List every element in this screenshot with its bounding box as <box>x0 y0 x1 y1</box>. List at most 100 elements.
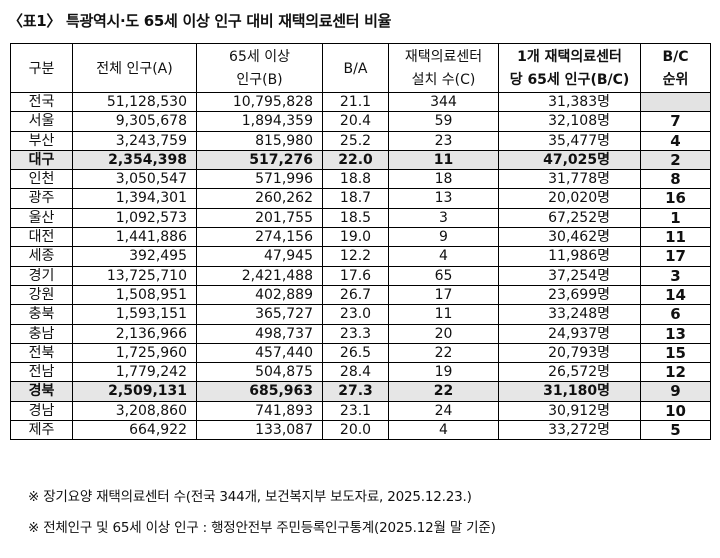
table-row: 대전 1,441,886 274,156 19.0 9 30,462명 11 <box>10 227 711 248</box>
cell-rank: 13 <box>640 323 711 344</box>
cell-ratio: 12.2 <box>322 246 389 267</box>
cell-total-pop: 3,050,547 <box>72 169 197 190</box>
table-header: 구분 전체 인구(A) 65세 이상 B/A 재택의료센터 1개 재택의료센터 … <box>10 43 711 93</box>
elderly-home-care-table: 구분 전체 인구(A) 65세 이상 B/A 재택의료센터 1개 재택의료센터 … <box>10 43 711 441</box>
cell-rank: 12 <box>640 362 711 383</box>
cell-centers: 11 <box>388 304 499 325</box>
table-row: 울산 1,092,573 201,755 18.5 3 67,252명 1 <box>10 207 711 229</box>
header-rank-line1: B/C <box>640 43 711 68</box>
table-title: 〈표1〉 특광역시·도 65세 이상 인구 대비 재택의료센터 비율 <box>8 12 392 30</box>
table-row: 전북 1,725,960 457,440 26.5 22 20,793명 15 <box>10 342 711 364</box>
table-row: 전남 1,779,242 504,875 28.4 19 26,572명 12 <box>10 362 711 383</box>
cell-per-center: 30,912명 <box>498 400 641 422</box>
cell-rank: 5 <box>640 420 711 441</box>
cell-centers: 20 <box>388 323 499 344</box>
cell-ratio: 18.7 <box>322 188 389 209</box>
cell-region: 세종 <box>10 246 73 267</box>
cell-elderly-pop: 365,727 <box>196 304 323 325</box>
cell-region: 광주 <box>10 188 73 209</box>
cell-total-pop: 2,509,131 <box>72 381 197 402</box>
cell-per-center: 31,778명 <box>498 169 641 190</box>
cell-region: 제주 <box>10 420 73 441</box>
cell-total-pop: 13,725,710 <box>72 265 197 286</box>
cell-region: 전국 <box>10 91 73 113</box>
cell-total-pop: 1,441,886 <box>72 227 197 248</box>
cell-rank: 10 <box>640 400 711 422</box>
header-ratio: B/A <box>322 43 389 93</box>
cell-elderly-pop: 1,894,359 <box>196 111 323 132</box>
table-body: 전국 51,128,530 10,795,828 21.1 344 31,383명 서울 9,… <box>10 91 711 441</box>
cell-centers: 22 <box>388 342 499 364</box>
cell-rank: 7 <box>640 111 711 132</box>
cell-per-center: 67,252명 <box>498 207 641 229</box>
cell-total-pop: 392,495 <box>72 246 197 267</box>
table-row: 부산 3,243,759 815,980 25.2 23 35,477명 4 <box>10 130 711 151</box>
table-row: 서울 9,305,678 1,894,359 20.4 59 32,108명 7 <box>10 111 711 132</box>
cell-centers: 13 <box>388 188 499 209</box>
cell-ratio: 26.5 <box>322 342 389 364</box>
cell-per-center: 30,462명 <box>498 227 641 248</box>
cell-elderly-pop: 498,737 <box>196 323 323 344</box>
cell-rank <box>640 91 711 113</box>
cell-per-center: 33,248명 <box>498 304 641 325</box>
cell-ratio: 27.3 <box>322 381 389 402</box>
cell-centers: 4 <box>388 246 499 267</box>
cell-total-pop: 3,208,860 <box>72 400 197 422</box>
cell-ratio: 25.2 <box>322 130 389 151</box>
cell-centers: 24 <box>388 400 499 422</box>
cell-rank: 11 <box>640 227 711 248</box>
cell-ratio: 21.1 <box>322 91 389 113</box>
cell-elderly-pop: 2,421,488 <box>196 265 323 286</box>
cell-elderly-pop: 47,945 <box>196 246 323 267</box>
cell-region: 경기 <box>10 265 73 286</box>
cell-elderly-pop: 201,755 <box>196 207 323 229</box>
cell-elderly-pop: 571,996 <box>196 169 323 190</box>
cell-centers: 19 <box>388 362 499 383</box>
cell-elderly-pop: 685,963 <box>196 381 323 402</box>
cell-total-pop: 3,243,759 <box>72 130 197 151</box>
cell-total-pop: 1,092,573 <box>72 207 197 229</box>
cell-region: 대구 <box>10 149 73 171</box>
cell-elderly-pop: 741,893 <box>196 400 323 422</box>
cell-region: 부산 <box>10 130 73 151</box>
cell-per-center: 32,108명 <box>498 111 641 132</box>
cell-region: 경북 <box>10 381 73 402</box>
cell-total-pop: 2,354,398 <box>72 149 197 171</box>
cell-total-pop: 2,136,966 <box>72 323 197 344</box>
cell-ratio: 17.6 <box>322 265 389 286</box>
cell-ratio: 28.4 <box>322 362 389 383</box>
footnote-centers-source: ※ 장기요양 재택의료센터 수(전국 344개, 보건복지부 보도자료, 202… <box>28 489 472 505</box>
cell-total-pop: 664,922 <box>72 420 197 441</box>
cell-rank: 17 <box>640 246 711 267</box>
cell-centers: 59 <box>388 111 499 132</box>
cell-per-center: 26,572명 <box>498 362 641 383</box>
table-row: 경북 2,509,131 685,963 27.3 22 31,180명 9 <box>10 381 711 402</box>
cell-region: 전북 <box>10 342 73 364</box>
cell-per-center: 31,180명 <box>498 381 641 402</box>
cell-elderly-pop: 457,440 <box>196 342 323 364</box>
cell-elderly-pop: 517,276 <box>196 149 323 171</box>
header-centers-line1: 재택의료센터 <box>388 43 499 68</box>
table-row: 전국 51,128,530 10,795,828 21.1 344 31,383명 <box>10 91 711 113</box>
cell-centers: 4 <box>388 420 499 441</box>
cell-rank: 6 <box>640 304 711 325</box>
cell-rank: 2 <box>640 149 711 171</box>
cell-region: 대전 <box>10 227 73 248</box>
cell-centers: 344 <box>388 91 499 113</box>
cell-centers: 17 <box>388 284 499 306</box>
cell-region: 인천 <box>10 169 73 190</box>
cell-ratio: 20.0 <box>322 420 389 441</box>
table-row: 충남 2,136,966 498,737 23.3 20 24,937명 13 <box>10 323 711 344</box>
cell-rank: 8 <box>640 169 711 190</box>
cell-centers: 22 <box>388 381 499 402</box>
cell-elderly-pop: 504,875 <box>196 362 323 383</box>
table-row: 광주 1,394,301 260,262 18.7 13 20,020명 16 <box>10 188 711 209</box>
cell-centers: 18 <box>388 169 499 190</box>
table-row: 강원 1,508,951 402,889 26.7 17 23,699명 14 <box>10 284 711 306</box>
cell-ratio: 23.3 <box>322 323 389 344</box>
cell-ratio: 26.7 <box>322 284 389 306</box>
cell-per-center: 20,793명 <box>498 342 641 364</box>
cell-total-pop: 1,394,301 <box>72 188 197 209</box>
cell-rank: 9 <box>640 381 711 402</box>
